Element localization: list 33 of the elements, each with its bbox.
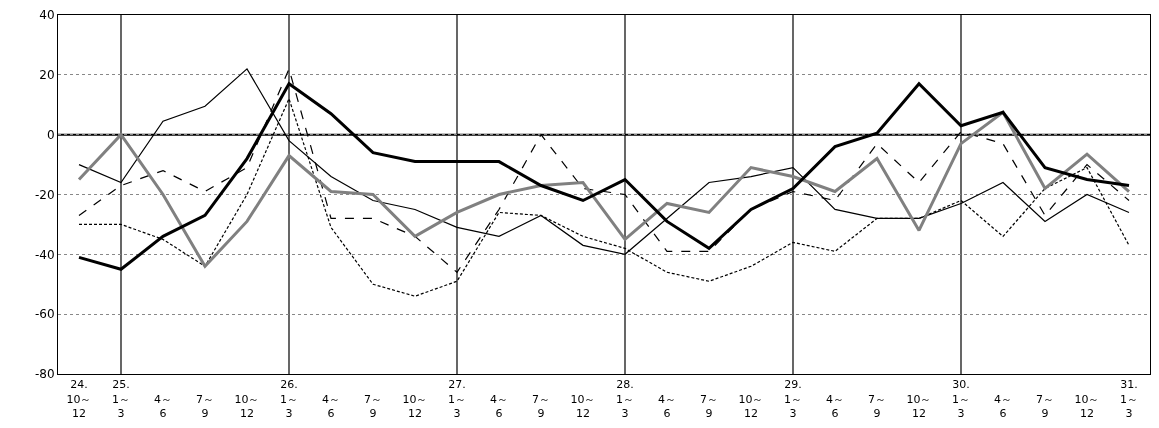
x-tick-label: 7～ 9 — [700, 392, 718, 420]
y-tick-label: -80 — [34, 367, 55, 382]
x-tick-label: 4～ 6 — [658, 392, 676, 420]
x-tick-label: 30. 1～ 3 — [952, 378, 970, 420]
x-tick-label: 27. 1～ 3 — [448, 378, 466, 420]
x-tick-label: 26. 1～ 3 — [280, 378, 298, 420]
x-tick-label: 4～ 6 — [490, 392, 508, 420]
y-tick-label: 40 — [39, 8, 55, 23]
x-tick-label: 10～ 12 — [1074, 392, 1100, 420]
y-tick-label: -60 — [34, 307, 55, 322]
x-tick-label: 24. 10～ 12 — [66, 378, 92, 420]
x-tick-label: 7～ 9 — [868, 392, 886, 420]
x-tick-label: 10～ 12 — [906, 392, 932, 420]
x-tick-label: 10～ 12 — [234, 392, 260, 420]
y-tick-label: 20 — [39, 68, 55, 83]
x-tick-label: 4～ 6 — [994, 392, 1012, 420]
x-tick-label: 7～ 9 — [196, 392, 214, 420]
x-tick-label: 4～ 6 — [826, 392, 844, 420]
x-tick-label: 10～ 12 — [402, 392, 428, 420]
x-tick-label: 10～ 12 — [570, 392, 596, 420]
x-tick-label: 10～ 12 — [738, 392, 764, 420]
x-tick-label: 7～ 9 — [1036, 392, 1054, 420]
x-tick-label: 25. 1～ 3 — [112, 378, 130, 420]
x-tick-label: 28. 1～ 3 — [616, 378, 634, 420]
y-tick-label: -40 — [34, 247, 55, 262]
x-tick-label: 7～ 9 — [532, 392, 550, 420]
x-tick-label: 4～ 6 — [154, 392, 172, 420]
x-tick-label: 4～ 6 — [322, 392, 340, 420]
y-tick-label: -20 — [34, 187, 55, 202]
x-tick-label: 29. 1～ 3 — [784, 378, 802, 420]
x-tick-label: 31. 1～ 3 — [1120, 378, 1138, 420]
y-tick-label: 0 — [46, 127, 55, 142]
x-tick-label: 7～ 9 — [364, 392, 382, 420]
